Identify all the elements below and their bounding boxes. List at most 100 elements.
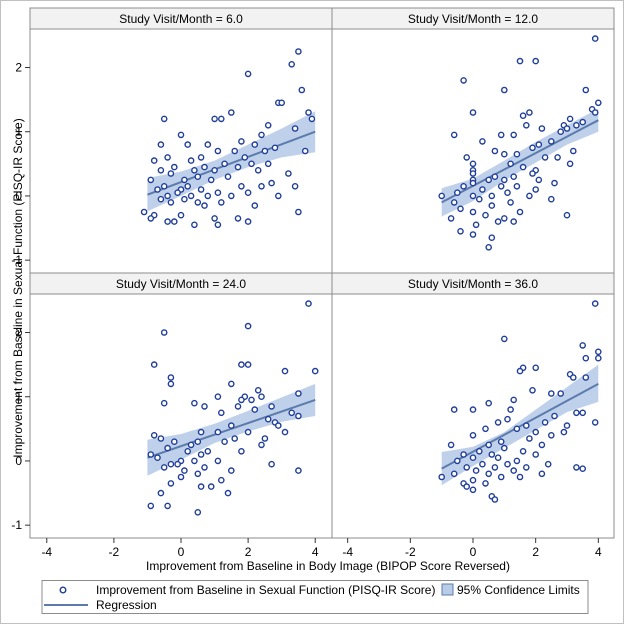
x-tick-label: -2 (405, 545, 416, 559)
legend-band-swatch (441, 583, 454, 596)
data-point (463, 464, 471, 471)
data-point (591, 300, 599, 307)
data-point (258, 441, 265, 449)
data-point (258, 393, 265, 401)
data-point (291, 182, 299, 190)
data-point (504, 415, 511, 423)
data-point (217, 199, 225, 206)
data-point (469, 192, 477, 200)
data-point (529, 386, 536, 394)
data-point (160, 329, 168, 336)
data-point (227, 380, 235, 388)
legend-frame (41, 580, 589, 614)
data-point (532, 57, 540, 65)
data-point (177, 131, 185, 139)
data-point (595, 348, 602, 356)
data-point (197, 154, 205, 161)
data-point (491, 173, 499, 180)
data-point (251, 202, 259, 209)
data-point (510, 467, 518, 474)
data-point (214, 428, 222, 436)
panel-title: Study Visit/Month = 6.0 (119, 12, 243, 26)
data-point (194, 470, 202, 478)
data-point (295, 390, 302, 397)
data-point (227, 422, 235, 429)
data-point (217, 476, 225, 484)
data-point (479, 186, 486, 193)
x-tick-label: 2 (532, 545, 539, 559)
panel-plot-area (331, 293, 615, 539)
data-point (187, 157, 195, 164)
data-point (251, 141, 259, 148)
data-point (194, 438, 202, 446)
data-point (164, 218, 171, 225)
data-point (194, 173, 202, 180)
data-point (238, 138, 245, 145)
data-point (254, 386, 262, 394)
data-point (281, 428, 289, 436)
data-point (201, 403, 208, 410)
data-point (532, 186, 540, 193)
data-point (295, 208, 302, 216)
data-point (591, 419, 599, 426)
data-point (566, 115, 574, 123)
regression-line (441, 383, 599, 470)
data-point (308, 115, 316, 123)
data-point (167, 480, 175, 487)
data-point (170, 163, 178, 171)
data-point (529, 144, 536, 152)
data-point (538, 441, 546, 449)
x-tick-label: -4 (41, 545, 52, 559)
data-point (469, 109, 477, 116)
data-point (164, 444, 171, 452)
data-point (526, 192, 533, 200)
panel-title: Study Visit/Month = 12.0 (408, 12, 539, 26)
data-point (475, 447, 483, 455)
data-point (194, 199, 202, 206)
data-point (221, 438, 228, 446)
data-point (167, 460, 175, 468)
data-point (154, 186, 161, 193)
data-point (526, 435, 533, 442)
data-point (485, 176, 493, 184)
data-point (201, 464, 208, 471)
data-point (191, 221, 198, 229)
data-point (557, 128, 565, 135)
data-point (147, 502, 155, 510)
data-point (450, 199, 458, 206)
data-point (295, 412, 302, 420)
data-point (494, 419, 502, 426)
y-tick-label: 2 (15, 326, 22, 340)
data-point (513, 182, 521, 190)
data-point (538, 470, 546, 478)
data-point (582, 354, 590, 362)
data-point (485, 243, 493, 251)
data-point (563, 211, 571, 219)
data-point (523, 422, 530, 429)
data-point (479, 138, 486, 145)
panel-4: Study Visit/Month = 36.0 (331, 272, 615, 539)
data-point (500, 86, 508, 94)
data-point (500, 150, 508, 158)
data-point (516, 473, 524, 481)
data-point (516, 367, 524, 375)
data-point (191, 399, 198, 407)
data-point (488, 202, 496, 209)
data-point (510, 173, 518, 180)
y-tick-label: 2 (15, 61, 22, 75)
data-point (485, 399, 493, 407)
data-point (174, 189, 181, 196)
data-point (516, 208, 524, 216)
data-point (500, 215, 508, 222)
data-point (160, 399, 168, 407)
data-point (244, 361, 252, 368)
axes-layer: -1 0 1 2 -1 0 1 2 -4 -2 0 2 4 -4 -2 0 2 4 (11, 61, 602, 559)
data-point (204, 447, 212, 455)
data-point (258, 131, 265, 139)
data-point (191, 166, 198, 174)
data-point (450, 470, 458, 478)
data-point (177, 473, 185, 481)
data-point (140, 208, 148, 216)
data-point (447, 441, 455, 449)
data-point (207, 483, 215, 490)
